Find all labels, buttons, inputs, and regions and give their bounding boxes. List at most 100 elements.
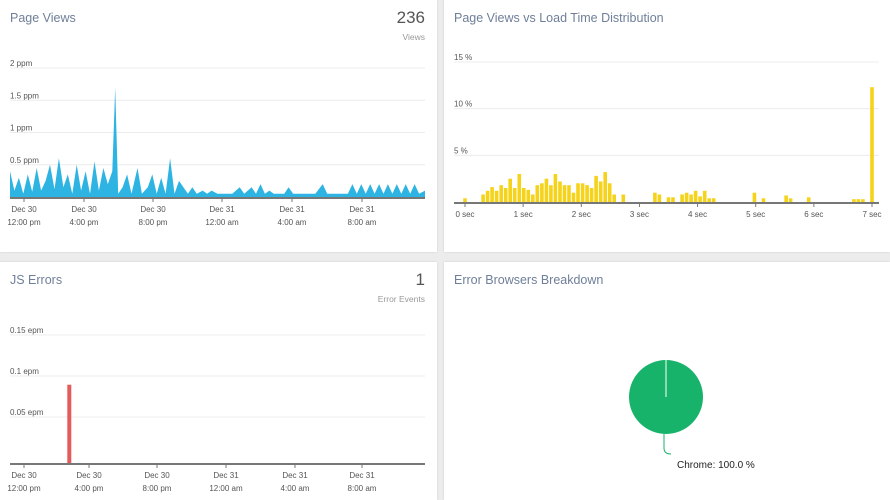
load-time-bar — [512, 188, 517, 202]
load-time-bar — [463, 198, 467, 202]
load-time-bar — [711, 198, 716, 202]
load-time-bar — [531, 194, 535, 202]
load-time-bar — [589, 188, 594, 202]
load-time-bar — [784, 195, 788, 202]
y-tick-label: 15 % — [454, 53, 472, 62]
js-errors-count: 1 — [415, 270, 425, 289]
load-time-bar — [567, 185, 571, 202]
load-time-bar — [680, 194, 684, 202]
load-time-bar — [666, 197, 671, 202]
x-tick-date: Dec 31 — [349, 471, 375, 480]
x-tick-time: 8:00 am — [348, 218, 377, 227]
x-tick-date: Dec 31 — [282, 471, 308, 480]
load-time-bar — [553, 174, 558, 202]
load-time-bar — [856, 199, 861, 202]
load-time-bar — [585, 185, 589, 202]
pie-leader-line — [663, 434, 672, 455]
y-tick-label: 5 % — [454, 146, 468, 155]
page-views-title: Page Views — [10, 11, 76, 25]
js-errors-chart[interactable]: 0.15 epm 0.1 epm 0.05 epm Dec 30 12:00 pm Dec… — [0, 262, 437, 500]
x-tick-label: 1 sec — [514, 210, 533, 219]
load-time-bar — [571, 192, 576, 202]
load-time-bar — [522, 188, 526, 202]
load-time-title: Page Views vs Load Time Distribution — [454, 11, 664, 25]
x-tick-time: 4:00 pm — [75, 484, 104, 493]
load-time-bar — [870, 87, 874, 202]
load-time-bar — [540, 183, 544, 202]
load-time-bar — [503, 188, 508, 202]
x-tick-time: 4:00 am — [278, 218, 307, 227]
load-time-bar — [580, 183, 585, 202]
js-errors-panel: JS Errors 1 Error Events 0.15 epm 0.1 epm… — [0, 262, 437, 500]
load-time-bar — [562, 185, 567, 202]
load-time-bar — [549, 185, 553, 202]
x-tick-time: 12:00 am — [205, 218, 239, 227]
y-tick-label: 0.1 epm — [10, 367, 39, 376]
load-time-bar — [788, 198, 793, 202]
x-tick-label: 6 sec — [804, 210, 823, 219]
load-time-bar — [576, 183, 580, 202]
load-time-bar — [481, 194, 485, 202]
load-time-bar — [535, 185, 540, 202]
js-error-bar — [67, 384, 72, 463]
y-tick-label: 0.05 epm — [10, 408, 44, 417]
y-tick-label: 0.5 ppm — [10, 156, 39, 165]
x-tick-time: 12:00 pm — [7, 218, 41, 227]
load-time-bar — [657, 194, 662, 202]
load-time-chart[interactable]: 15 % 10 % 5 % 0 sec 1 sec 2 sec 3 sec 4 sec 5 se… — [444, 0, 890, 252]
load-time-bar — [544, 178, 549, 202]
load-time-bar — [499, 185, 503, 202]
y-tick-label: 2 ppm — [10, 59, 33, 68]
x-tick-date: Dec 31 — [209, 205, 235, 214]
x-tick-time: 12:00 am — [209, 484, 243, 493]
x-tick-label: 2 sec — [572, 210, 591, 219]
load-time-bar — [607, 183, 612, 202]
load-time-bar — [702, 190, 707, 202]
load-time-bar — [689, 194, 693, 202]
load-time-bar — [761, 198, 766, 202]
x-tick-date: Dec 30 — [71, 205, 97, 214]
js-errors-stat: 1 Error Events — [378, 270, 425, 304]
x-tick-date: Dec 30 — [144, 471, 170, 480]
load-time-bar — [621, 194, 626, 202]
page-views-panel: Page Views 236 Views 2 ppm 1.5 ppm 1 ppm 0.… — [0, 0, 437, 252]
page-views-count: 236 — [396, 8, 425, 27]
load-time-bar — [698, 196, 702, 202]
js-errors-count-label: Error Events — [377, 294, 425, 304]
load-time-bar — [490, 187, 494, 202]
x-tick-date: Dec 30 — [11, 471, 37, 480]
y-tick-label: 10 % — [454, 100, 472, 109]
x-tick-label: 0 sec — [455, 210, 474, 219]
browsers-panel: Error Browsers Breakdown Chrome: 100.0 % — [444, 262, 890, 500]
x-tick-label: 4 sec — [688, 210, 707, 219]
browsers-pie-chart[interactable]: Chrome: 100.0 % — [444, 262, 890, 500]
load-time-bar — [485, 190, 490, 202]
load-time-bar — [558, 181, 562, 202]
load-time-bar — [861, 199, 865, 202]
x-tick-label: 5 sec — [746, 210, 765, 219]
x-tick-time: 8:00 am — [348, 484, 377, 493]
x-tick-date: Dec 31 — [279, 205, 305, 214]
page-views-chart[interactable]: 2 ppm 1.5 ppm 1 ppm 0.5 ppm Dec 30 12:00 pm De… — [0, 0, 437, 252]
load-time-bar — [508, 178, 512, 202]
x-tick-date: Dec 31 — [213, 471, 239, 480]
y-tick-label: 0.15 epm — [10, 326, 44, 335]
load-time-bar — [752, 192, 757, 202]
page-views-area — [10, 87, 425, 197]
load-time-bar — [707, 198, 711, 202]
x-tick-time: 4:00 am — [281, 484, 310, 493]
load-time-bar — [598, 181, 603, 202]
x-tick-time: 12:00 pm — [7, 484, 41, 493]
load-time-bar — [693, 190, 698, 202]
load-time-bar — [594, 175, 598, 202]
load-time-bar — [612, 194, 616, 202]
load-time-bar — [603, 172, 607, 202]
load-time-bar — [852, 199, 856, 202]
x-tick-time: 4:00 pm — [70, 218, 99, 227]
x-tick-date: Dec 31 — [349, 205, 375, 214]
x-tick-date: Dec 30 — [140, 205, 166, 214]
js-errors-title: JS Errors — [10, 273, 63, 287]
pie-label: Chrome: 100.0 % — [677, 460, 755, 471]
x-tick-time: 8:00 pm — [139, 218, 168, 227]
page-views-stat: 236 Views — [397, 8, 425, 42]
